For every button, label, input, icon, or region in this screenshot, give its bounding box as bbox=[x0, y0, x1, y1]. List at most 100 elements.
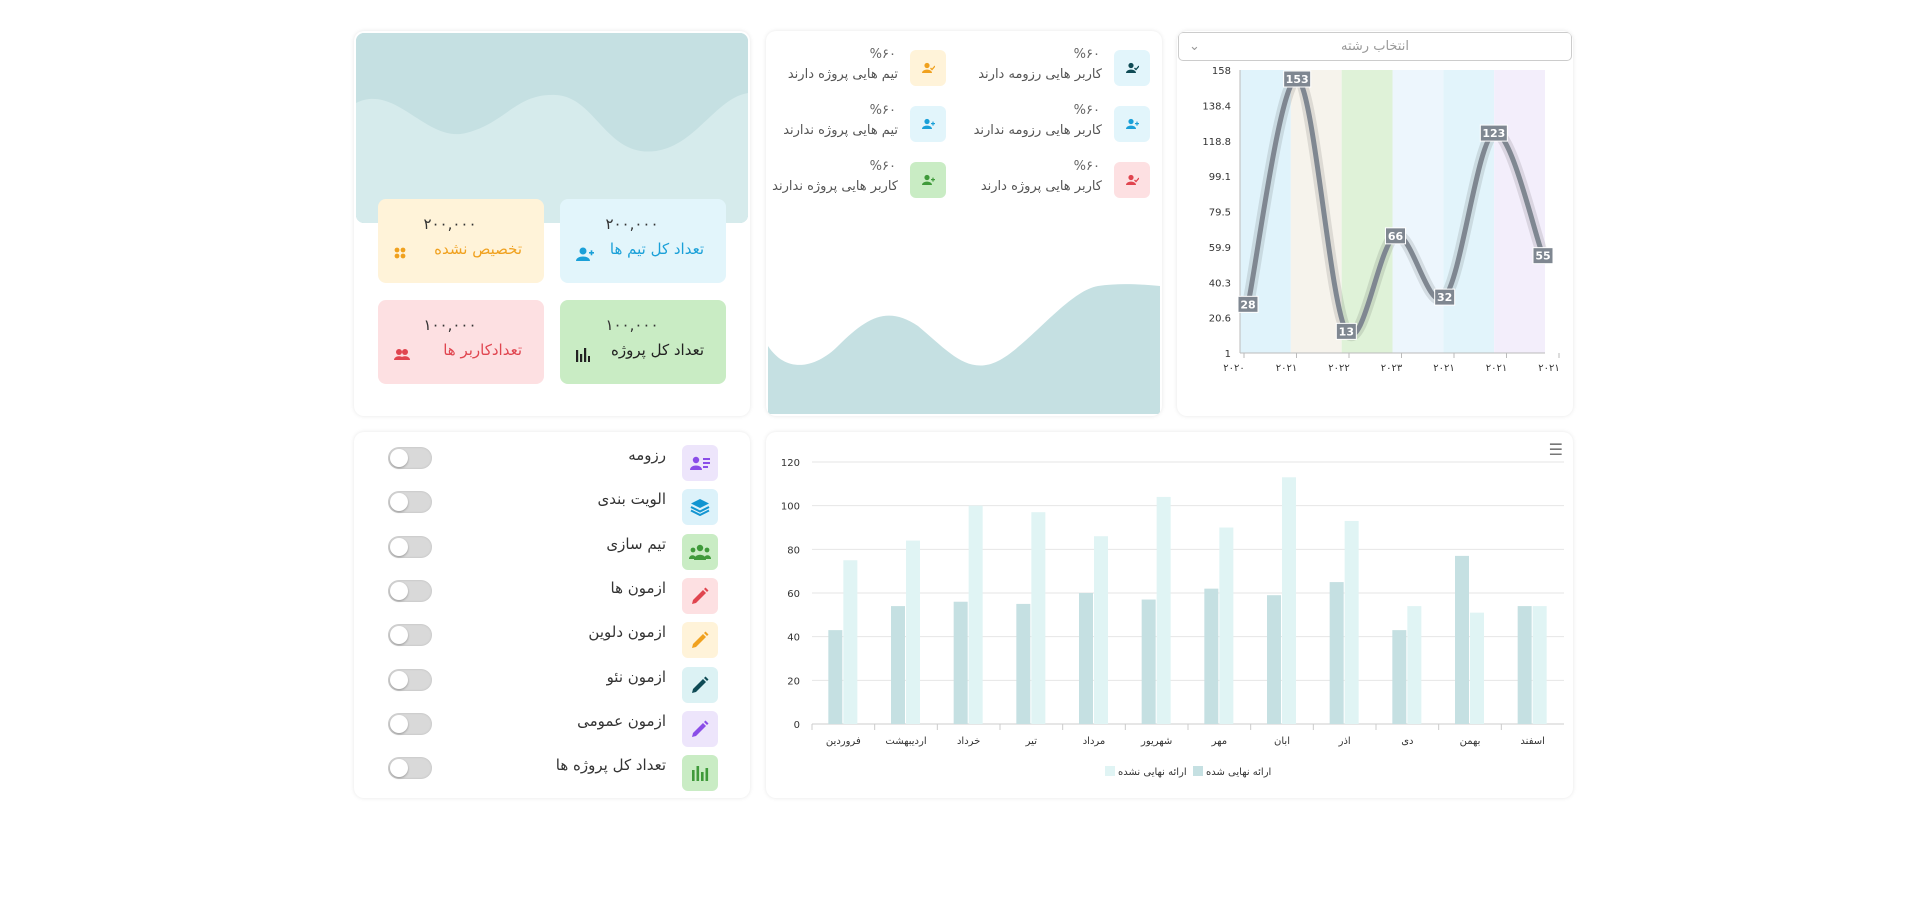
legend-label[interactable]: ارائه نهایی شده bbox=[1206, 767, 1271, 778]
toggle-switch[interactable] bbox=[388, 624, 432, 647]
y-tick-label: 0 bbox=[794, 720, 800, 731]
total-projects-stat-box: ۱۰۰,۰۰۰ تعداد کل پروژه bbox=[560, 300, 726, 384]
line-chart-card: ⌄ انتخاب رشته 1 20.6 40.3 59.9 79.5 99.1 118.8… bbox=[1177, 31, 1573, 416]
toggle-switch[interactable] bbox=[388, 579, 432, 602]
x-tick-label: ۲۰۲۰ bbox=[1223, 363, 1244, 374]
percentage-label: کاربر هایی رزومه ندارند bbox=[973, 123, 1102, 138]
percentage-label: تیم هایی پروژه دارند bbox=[787, 67, 898, 82]
resume-icon bbox=[682, 445, 718, 481]
x-tick-label: شهریور bbox=[1140, 736, 1172, 747]
toggle-switch[interactable] bbox=[388, 757, 432, 780]
toggle-label: رزومه bbox=[628, 446, 666, 464]
data-label: 123 bbox=[1482, 127, 1505, 140]
data-label-box bbox=[1385, 227, 1406, 245]
bar bbox=[1156, 496, 1171, 724]
pencil-icon bbox=[682, 666, 718, 703]
percentage-item: %۶۰ تیم هایی پروژه دارند bbox=[766, 47, 946, 93]
bar bbox=[1031, 512, 1046, 724]
x-tick-label: ۲۰۲۱ bbox=[1486, 363, 1507, 374]
percentages-card: %۶۰ کاربر هایی رزومه دارند %۶۰ تیم هایی پرو… bbox=[766, 31, 1162, 416]
bar bbox=[1329, 582, 1344, 724]
bar bbox=[1016, 603, 1031, 724]
stats-card: ۲۰۰,۰۰۰ تخصیص نشده ۲۰۰,۰۰۰ تعداد کل تیم … bbox=[354, 31, 750, 416]
percentage-value: %۶۰ bbox=[1073, 47, 1100, 62]
data-label-box bbox=[1434, 288, 1456, 306]
toggle-switch[interactable] bbox=[388, 712, 432, 735]
wave-illustration bbox=[356, 33, 748, 223]
x-tick-label: اذر bbox=[1338, 736, 1351, 747]
user-check-icon bbox=[1114, 162, 1150, 198]
y-tick-label: 118.8 bbox=[1202, 137, 1231, 148]
unassigned-label: تخصیص نشده bbox=[434, 240, 522, 258]
bar bbox=[1470, 612, 1484, 724]
x-tick-label: اسفند bbox=[1520, 736, 1544, 747]
y-tick-label: 120 bbox=[781, 458, 800, 469]
toggle-switch[interactable] bbox=[388, 668, 432, 691]
percentage-item: %۶۰ تیم هایی پروژه ندارند bbox=[766, 103, 946, 149]
legend-swatch[interactable] bbox=[1193, 766, 1203, 776]
toggle-switch[interactable] bbox=[388, 491, 432, 514]
toggle-row: ازمون عمومی bbox=[354, 704, 750, 748]
percentage-label: کاربر هایی پروژه ندارند bbox=[772, 179, 898, 194]
total-projects-value: ۱۰۰,۰۰۰ bbox=[605, 316, 659, 334]
x-tick-label: اردیبهشت bbox=[885, 736, 926, 747]
bar bbox=[1455, 555, 1469, 724]
percentage-value: %۶۰ bbox=[869, 103, 896, 118]
grid-icon bbox=[394, 247, 406, 263]
users-count-label: تعدادکاربر ها bbox=[443, 341, 522, 359]
user-plus-icon bbox=[1114, 106, 1150, 142]
percentage-value: %۶۰ bbox=[869, 159, 896, 174]
y-tick-label: 99.1 bbox=[1209, 172, 1231, 183]
x-tick-label: تیر bbox=[1025, 736, 1038, 747]
toggle-label: ازمون عمومی bbox=[577, 711, 666, 730]
toggle-row: تیم سازی bbox=[354, 527, 750, 571]
toggle-row: رزومه bbox=[354, 438, 750, 482]
x-tick-label: ۲۰۲۱ bbox=[1538, 363, 1559, 374]
x-tick-label: فروردین bbox=[826, 736, 861, 747]
bar bbox=[1204, 588, 1219, 724]
x-tick-label: ۲۰۲۱ bbox=[1433, 363, 1454, 374]
bar bbox=[906, 540, 920, 724]
bar-chart: 0 20 40 60 80 100 120 فروردین اردیبهشت خرداد تیر مر… bbox=[781, 458, 1564, 778]
user-plus-icon bbox=[910, 162, 946, 198]
field-select-dropdown[interactable]: ⌄ انتخاب رشته bbox=[1178, 32, 1572, 61]
y-tick-label: 59.9 bbox=[1209, 243, 1231, 254]
y-tick-label: 80 bbox=[787, 545, 800, 556]
bar bbox=[1532, 606, 1547, 724]
toggle-label: تیم سازی bbox=[606, 534, 666, 553]
toggle-row: ازمون نئو bbox=[354, 660, 750, 704]
data-label: 55 bbox=[1535, 250, 1550, 263]
user-plus-icon bbox=[576, 247, 594, 265]
bar bbox=[953, 601, 968, 724]
y-tick-label: 40 bbox=[787, 633, 800, 644]
bar-chart-card: ☰ 0 20 40 60 80 100 120 فروردین اردیبهشت خرداد تیر… bbox=[766, 432, 1573, 798]
data-label: 153 bbox=[1286, 73, 1309, 86]
chart-band bbox=[1494, 70, 1545, 353]
bar bbox=[1344, 520, 1359, 724]
bar bbox=[828, 630, 843, 724]
bar bbox=[843, 560, 858, 724]
bar bbox=[1392, 630, 1407, 724]
toggle-switch[interactable] bbox=[388, 447, 432, 469]
x-tick-label: بهمن bbox=[1460, 736, 1481, 747]
unassigned-stat-box: ۲۰۰,۰۰۰ تخصیص نشده bbox=[378, 199, 544, 283]
bar bbox=[968, 505, 983, 724]
bar bbox=[1079, 593, 1093, 724]
data-label: 28 bbox=[1240, 298, 1255, 311]
bar-chart-icon bbox=[682, 755, 718, 792]
chart-band bbox=[1392, 70, 1444, 353]
hamburger-menu-icon[interactable]: ☰ bbox=[1548, 440, 1563, 459]
total-projects-label: تعداد کل پروژه bbox=[611, 341, 704, 359]
unassigned-value: ۲۰۰,۰۰۰ bbox=[423, 215, 477, 233]
total-teams-label: تعداد کل تیم ها bbox=[609, 240, 704, 258]
pencil-icon bbox=[682, 622, 718, 659]
wave-illustration bbox=[768, 284, 1160, 414]
users-icon bbox=[394, 348, 410, 364]
percentage-label: کاربر هایی پروژه دارند bbox=[980, 179, 1102, 194]
legend-swatch[interactable] bbox=[1105, 766, 1115, 776]
y-tick-label: 20 bbox=[787, 676, 800, 687]
legend-label[interactable]: ارائه نهایی نشده bbox=[1118, 767, 1187, 778]
bar bbox=[1407, 606, 1422, 724]
data-label: 32 bbox=[1437, 291, 1452, 304]
toggle-switch[interactable] bbox=[388, 535, 432, 558]
